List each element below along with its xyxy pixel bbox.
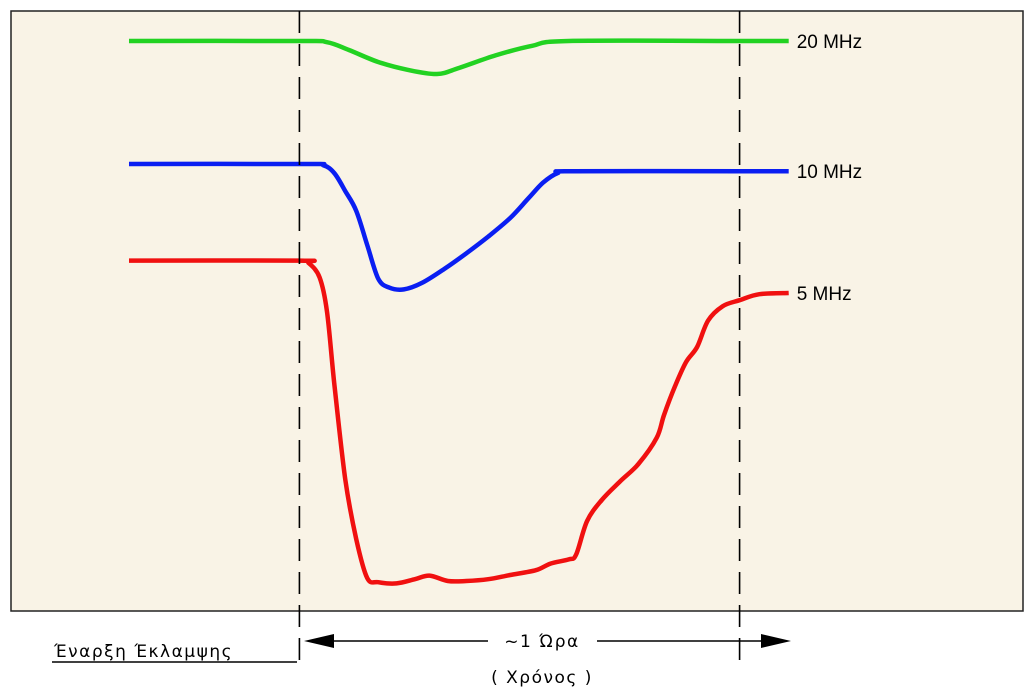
time-axis-label: ( Χρόνος ) (491, 668, 593, 688)
series-layer (128, 38, 789, 586)
duration-arrowhead-right (761, 634, 791, 648)
series-label-10-mhz: 10 MHz (797, 162, 862, 183)
duration-arrowhead-left (304, 634, 334, 648)
plot-area (10, 10, 1024, 612)
series-line-10-mhz (128, 161, 789, 292)
series-label-5-mhz: 5 MHz (797, 284, 852, 305)
flare-start-label: Έναρξη Έκλαμψης (53, 642, 233, 662)
series-label-20-mhz: 20 MHz (797, 32, 862, 53)
series-line-20-mhz (128, 38, 789, 77)
series-line-5-mhz (128, 258, 789, 586)
flare-markers (298, 11, 741, 662)
duration-label: ~1 Ώρα (504, 632, 580, 652)
series-labels: 20 MHz 10 MHz 5 MHz (797, 32, 862, 305)
